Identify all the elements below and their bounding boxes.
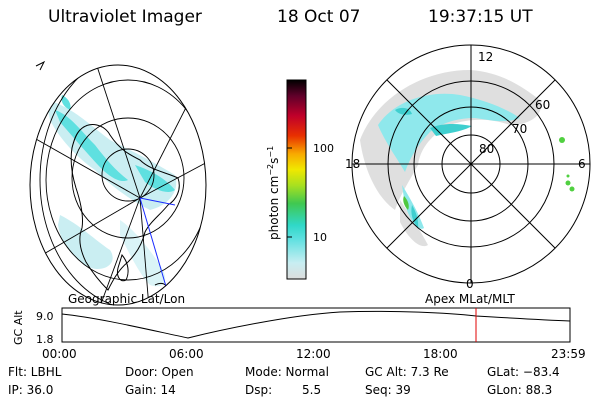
mlat-label-60: 60: [535, 98, 550, 112]
geographic-panel-border: [29, 64, 207, 306]
geographic-panel: [30, 65, 206, 305]
observation-date: 18 Oct 07: [277, 7, 361, 27]
mlt-label-6: 6: [578, 157, 586, 171]
altitude-xtick-24: 23:59: [551, 347, 586, 361]
altitude-ylabel: GC Alt: [12, 310, 25, 345]
altitude-ytick-9: 9.0: [36, 310, 54, 323]
info-seq: Seq: 39: [365, 383, 411, 397]
info-ip: IP: 36.0: [8, 383, 53, 397]
info-glat: GLat: −83.4: [487, 365, 560, 379]
altitude-xtick-0: 00:00: [42, 347, 77, 361]
altitude-xtick-6: 06:00: [169, 347, 204, 361]
colorbar-label-100: 100: [313, 142, 334, 155]
auroral-emission-geo-bright: [55, 95, 175, 193]
colorbar-axis-label: photon cm−2s−1: [266, 146, 281, 240]
mlt-label-12: 12: [478, 50, 493, 64]
orientation-arrow-icon: [35, 60, 46, 71]
altitude-plot: 9.0 1.8 GC Alt 00:00 06:00 12:00 18:00 2…: [12, 307, 586, 361]
info-footer: Flt: LBHL Door: Open Mode: Normal GC Alt…: [8, 365, 560, 397]
info-gc-alt: GC Alt: 7.3 Re: [365, 365, 449, 379]
noon-meridian-line: [139, 197, 171, 301]
observation-time: 19:37:15 UT: [428, 7, 533, 27]
altitude-xtick-18: 18:00: [423, 347, 458, 361]
info-glon: GLon: 88.3: [487, 383, 552, 397]
info-mode: Mode: Normal: [245, 365, 329, 379]
altitude-xtick-12: 12:00: [296, 347, 331, 361]
magnetic-pole-line: [139, 197, 176, 206]
green-dots: [559, 137, 575, 192]
info-dsp-value: 5.5: [302, 383, 321, 397]
magnetic-panel: 12 18 6 0 60 70 80: [345, 44, 591, 291]
info-flt: Flt: LBHL: [8, 365, 62, 379]
colorbar: 100 10 photon cm−2s−1: [266, 79, 334, 280]
info-gain: Gain: 14: [125, 383, 176, 397]
info-dsp-label: Dsp:: [245, 383, 272, 397]
colorbar-scale: [286, 79, 307, 280]
app-title: Ultraviolet Imager: [48, 7, 202, 27]
auroral-emission-mag-green: [403, 196, 409, 210]
geographic-panel-label: Geographic Lat/Lon: [68, 292, 185, 306]
meridian-diag-2: [386, 79, 556, 249]
polar-grid: [351, 44, 591, 284]
altitude-ytick-1-8: 1.8: [36, 333, 54, 346]
mlt-label-0: 0: [466, 277, 474, 291]
altitude-plot-frame: [61, 307, 571, 343]
mlt-label-18: 18: [345, 157, 360, 171]
mlat-label-80: 80: [479, 142, 494, 156]
graticule: [30, 65, 206, 305]
colorbar-label-10: 10: [313, 231, 327, 244]
magnetic-panel-label: Apex MLat/MLT: [425, 292, 515, 306]
altitude-curve: [61, 310, 571, 339]
info-door: Door: Open: [125, 365, 194, 379]
mlat-label-70: 70: [512, 122, 527, 136]
